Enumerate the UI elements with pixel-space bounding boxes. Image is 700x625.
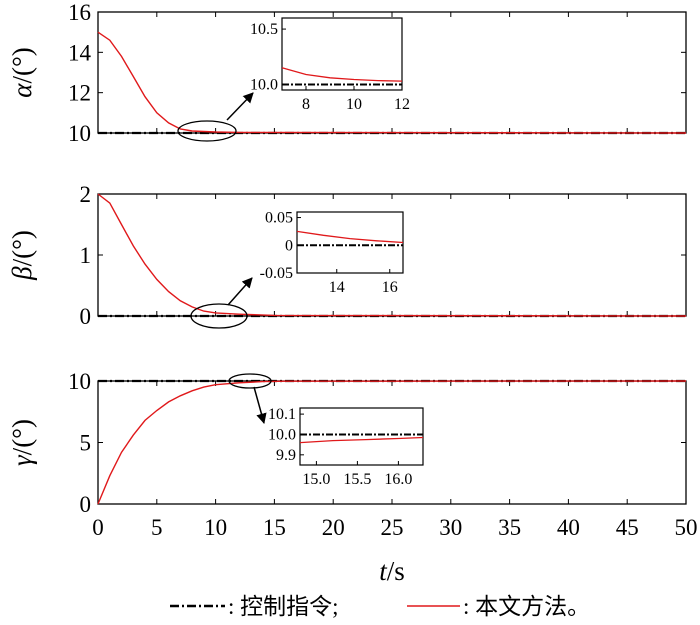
inset-method-line bbox=[299, 436, 424, 444]
x-axis-symbol: t bbox=[379, 556, 388, 586]
inset-y-tick-label: 0 bbox=[285, 237, 293, 254]
y-axis-unit: /(°) bbox=[7, 230, 37, 266]
y-tick-label: 5 bbox=[80, 431, 92, 456]
y-axis-symbol: β bbox=[7, 266, 37, 281]
panel-α: 10 12 14 16 α/(°) 8 10 12 10.0 10.5 bbox=[7, 0, 687, 146]
series-method-line bbox=[97, 31, 687, 134]
inset-box bbox=[299, 407, 424, 466]
x-tick-label: 5 bbox=[151, 515, 163, 540]
inset-y-tick-label: 10.1 bbox=[268, 406, 296, 423]
zoom-arrow bbox=[227, 277, 253, 306]
y-tick-label: 0 bbox=[80, 492, 92, 517]
inset-method-line bbox=[281, 67, 403, 82]
zoom-ellipse bbox=[190, 303, 248, 329]
y-tick-label: 14 bbox=[68, 40, 92, 65]
x-tick-label: 15 bbox=[263, 515, 286, 540]
zoom-arrow bbox=[253, 386, 267, 425]
y-tick-label: 10 bbox=[68, 121, 91, 146]
panel-β: 0 1 2 β/(°) 14 16 -0.05 0 0.05 bbox=[7, 182, 687, 329]
y-axis-label: α/(°) bbox=[7, 47, 37, 97]
legend: : 控制指令; : 本文方法。 bbox=[170, 594, 590, 619]
series-method-line bbox=[97, 380, 687, 505]
inset-x-tick-label: 14 bbox=[329, 279, 345, 296]
y-tick-label: 16 bbox=[68, 0, 91, 25]
x-axis-label: t/s bbox=[379, 556, 405, 586]
y-axis-unit: /(°) bbox=[7, 419, 37, 455]
x-tick-label: 40 bbox=[557, 515, 580, 540]
inset-y-tick-label: 10.0 bbox=[268, 426, 296, 443]
inset-α: 8 10 12 10.0 10.5 bbox=[250, 17, 410, 113]
panel-γ: 0 5 10 0 5 10 15 20 25 30 35 40 45 50 γ/(°) 15.0 15.5 16.… bbox=[7, 369, 698, 540]
y-tick-label: 0 bbox=[80, 304, 92, 329]
legend-label-0: : 控制指令; bbox=[228, 594, 339, 619]
inset-x-tick-label: 15.0 bbox=[302, 471, 330, 488]
x-tick-label: 45 bbox=[616, 515, 639, 540]
y-tick-label: 2 bbox=[80, 182, 92, 207]
y-axis-symbol: γ bbox=[7, 454, 37, 466]
y-tick-label: 1 bbox=[80, 243, 92, 268]
inset-x-tick-label: 10 bbox=[346, 96, 362, 113]
y-axis-symbol: α bbox=[7, 83, 37, 98]
y-axis-label: γ/(°) bbox=[7, 419, 37, 466]
inset-x-tick-label: 12 bbox=[394, 96, 410, 113]
inset-y-tick-label: -0.05 bbox=[260, 265, 293, 282]
inset-y-tick-label: 0.05 bbox=[265, 210, 293, 227]
x-tick-label: 35 bbox=[498, 515, 521, 540]
inset-x-tick-label: 16.0 bbox=[384, 471, 412, 488]
y-axis-unit: /(°) bbox=[7, 47, 37, 83]
inset-γ: 15.0 15.5 16.0 9.9 10.0 10.1 bbox=[268, 406, 424, 488]
y-axis-label: β/(°) bbox=[7, 230, 37, 281]
zoom-arrow bbox=[226, 92, 254, 121]
inset-y-tick-label: 10.5 bbox=[250, 21, 278, 38]
inset-method-line bbox=[296, 230, 404, 244]
series-method-line bbox=[97, 193, 687, 317]
inset-y-tick-label: 10.0 bbox=[250, 76, 278, 93]
y-tick-label: 10 bbox=[68, 369, 91, 394]
inset-x-tick-label: 16 bbox=[382, 279, 398, 296]
x-tick-label: 50 bbox=[675, 515, 698, 540]
x-axis-unit: /s bbox=[387, 556, 405, 586]
x-tick-label: 30 bbox=[439, 515, 462, 540]
zoom-ellipse bbox=[177, 120, 237, 142]
inset-x-tick-label: 8 bbox=[302, 96, 310, 113]
x-tick-label: 10 bbox=[204, 515, 227, 540]
x-tick-label: 20 bbox=[322, 515, 345, 540]
x-tick-label: 0 bbox=[92, 515, 104, 540]
y-tick-label: 12 bbox=[68, 81, 91, 106]
legend-label-1: : 本文方法。 bbox=[463, 594, 590, 619]
zoom-ellipse bbox=[228, 373, 272, 389]
inset-x-tick-label: 15.5 bbox=[343, 471, 371, 488]
inset-box bbox=[296, 211, 404, 274]
x-tick-label: 25 bbox=[381, 515, 404, 540]
inset-β: 14 16 -0.05 0 0.05 bbox=[260, 210, 404, 296]
inset-y-tick-label: 9.9 bbox=[276, 447, 296, 464]
